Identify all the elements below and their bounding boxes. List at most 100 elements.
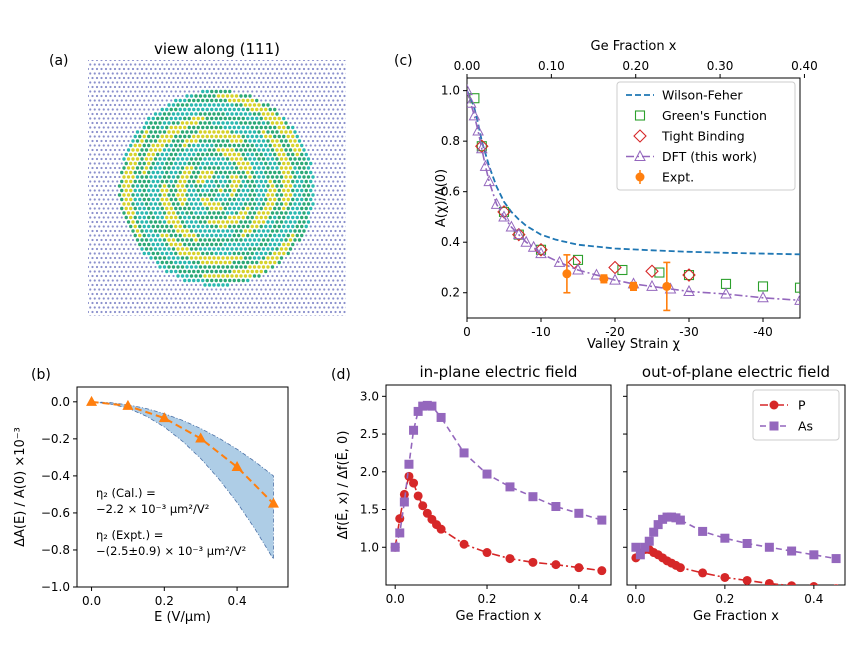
tight-binding-point bbox=[682, 268, 696, 282]
lattice-atom bbox=[237, 297, 240, 300]
lattice-atom bbox=[298, 274, 301, 278]
lattice-atom bbox=[216, 166, 221, 170]
lattice-atom bbox=[268, 125, 272, 130]
lattice-atom bbox=[228, 134, 232, 139]
lattice-atom bbox=[318, 63, 321, 66]
lattice-atom bbox=[124, 197, 128, 202]
lattice-atom bbox=[255, 288, 258, 291]
lattice-atom bbox=[251, 315, 254, 316]
lattice-atom bbox=[207, 283, 212, 287]
lattice-atom bbox=[140, 292, 144, 296]
lattice-atom bbox=[125, 279, 128, 282]
lattice-atom bbox=[225, 283, 230, 287]
lattice-atom bbox=[293, 274, 297, 278]
lattice-atom bbox=[172, 301, 175, 305]
lattice-atom bbox=[206, 306, 209, 309]
lattice-atom bbox=[325, 301, 328, 305]
lattice-atom bbox=[246, 197, 250, 202]
lattice-atom bbox=[88, 238, 90, 242]
lattice-atom bbox=[190, 60, 193, 62]
lattice-atom bbox=[149, 148, 153, 152]
lattice-atom bbox=[207, 274, 212, 278]
lattice-atom bbox=[93, 117, 96, 120]
lattice-atom bbox=[91, 175, 94, 179]
lattice-atom bbox=[147, 134, 151, 139]
lattice-atom bbox=[152, 63, 155, 66]
lattice-atom bbox=[98, 261, 101, 264]
lattice-atom bbox=[131, 193, 135, 197]
lattice-atom bbox=[224, 63, 227, 66]
lattice-atom bbox=[203, 121, 207, 125]
lattice-atom bbox=[158, 229, 162, 233]
lattice-atom bbox=[221, 238, 225, 242]
lattice-atom bbox=[104, 301, 108, 305]
lattice-atom bbox=[120, 234, 123, 237]
lattice-atom bbox=[91, 184, 94, 188]
lattice-atom bbox=[124, 188, 128, 193]
lattice-atom bbox=[214, 188, 218, 193]
lattice-atom bbox=[187, 161, 191, 166]
lattice-atom bbox=[147, 242, 151, 247]
lattice-atom bbox=[158, 301, 162, 305]
lattice-atom bbox=[264, 315, 267, 316]
lattice-atom bbox=[225, 94, 230, 98]
lattice-atom bbox=[271, 292, 274, 296]
as-point bbox=[459, 448, 469, 458]
lattice-atom bbox=[232, 107, 236, 112]
lattice-atom bbox=[171, 184, 176, 188]
lattice-atom bbox=[93, 207, 96, 210]
lattice-atom bbox=[161, 99, 164, 102]
lattice-atom bbox=[332, 315, 335, 316]
lattice-atom bbox=[291, 197, 295, 202]
lattice-atom bbox=[257, 103, 261, 107]
lattice-atom bbox=[305, 297, 308, 300]
lattice-atom bbox=[296, 117, 299, 120]
lattice-atom bbox=[183, 269, 187, 274]
lattice-atom bbox=[273, 242, 277, 247]
lattice-atom bbox=[259, 143, 263, 148]
panel-label-b: (b) bbox=[31, 367, 51, 383]
lattice-atom bbox=[228, 188, 232, 193]
lattice-atom bbox=[261, 229, 266, 233]
lattice-atom bbox=[185, 310, 189, 314]
lattice-atom bbox=[190, 310, 193, 314]
lattice-atom bbox=[111, 63, 114, 66]
lattice-atom bbox=[89, 126, 92, 129]
lattice-atom bbox=[329, 301, 333, 305]
lattice-atom bbox=[198, 103, 203, 107]
lattice-atom bbox=[266, 220, 270, 224]
lattice-atom bbox=[332, 108, 335, 111]
lattice-atom bbox=[318, 135, 321, 138]
lattice-atom bbox=[264, 107, 268, 112]
lattice-atom bbox=[93, 144, 96, 147]
lattice-atom bbox=[176, 265, 180, 269]
lattice-atom bbox=[341, 297, 344, 300]
lattice-atom bbox=[277, 143, 281, 148]
lattice-atom bbox=[323, 108, 326, 111]
lattice-atom bbox=[212, 139, 216, 143]
lattice-atom bbox=[120, 270, 123, 273]
lattice-atom bbox=[127, 112, 130, 116]
lattice-atom bbox=[341, 198, 344, 201]
lattice-atom bbox=[252, 202, 257, 206]
lattice-atom bbox=[327, 81, 330, 84]
lattice-atom bbox=[120, 252, 123, 255]
lattice-atom bbox=[316, 76, 319, 80]
lattice-atom bbox=[100, 157, 103, 161]
lattice-atom bbox=[113, 67, 117, 71]
lattice-atom bbox=[145, 67, 148, 71]
lattice-atom bbox=[336, 198, 339, 201]
lattice-atom bbox=[107, 288, 110, 291]
lattice-atom bbox=[88, 184, 90, 188]
lattice-atom bbox=[160, 233, 164, 238]
lattice-atom bbox=[228, 269, 232, 274]
lattice-atom bbox=[100, 184, 103, 188]
lattice-atom bbox=[171, 139, 176, 143]
lattice-atom bbox=[223, 269, 227, 274]
lattice-atom bbox=[264, 251, 268, 256]
lattice-atom bbox=[277, 242, 281, 247]
lattice-atom bbox=[287, 288, 290, 291]
lattice-atom bbox=[117, 184, 122, 188]
lattice-atom bbox=[297, 148, 302, 152]
lattice-atom bbox=[316, 121, 319, 125]
